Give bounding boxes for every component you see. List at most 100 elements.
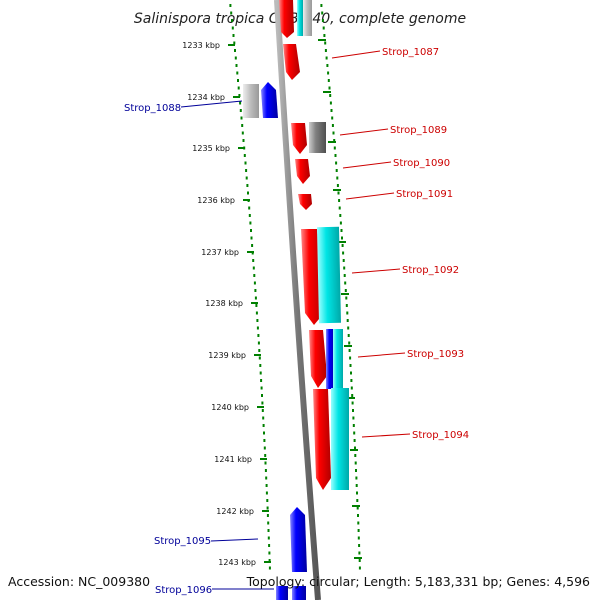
ruler-label-1233: 1233 kbp (182, 41, 220, 50)
ruler-dot (357, 529, 360, 532)
ruler-dot (354, 461, 357, 465)
ruler-dot (337, 191, 340, 195)
ruler-dot (249, 221, 252, 225)
ruler-dot (229, 4, 232, 7)
ruler-dot (345, 304, 348, 307)
ruler-dot (348, 349, 351, 352)
ruler-dot (356, 506, 359, 510)
ruler-dot (346, 311, 349, 315)
ruler-dot (257, 334, 260, 337)
ruler-dot (244, 161, 247, 165)
ruler-dot (350, 386, 353, 390)
ruler-label-1235: 1235 kbp (192, 144, 230, 153)
gene-strop-1096-part[interactable] (292, 586, 306, 600)
gene-feature-top-cyan[interactable] (297, 0, 303, 36)
ruler-label-1242: 1242 kbp (216, 507, 254, 516)
gene-label-strop-1095[interactable]: Strop_1095 (154, 536, 211, 547)
ruler-dot (342, 251, 345, 255)
gene-feature-top-gray[interactable] (303, 0, 312, 36)
ruler-dot (345, 296, 348, 300)
gene-strop-1088-gray[interactable] (243, 84, 259, 118)
gene-strop-1088[interactable] (261, 82, 278, 118)
ruler-dot (267, 529, 270, 532)
gene-strop-1095[interactable] (290, 507, 307, 572)
gene-strop-1093[interactable] (309, 330, 327, 388)
ruler-dot (253, 274, 256, 277)
inner-ruler-ring (229, 4, 271, 570)
ruler-dot (233, 41, 236, 45)
ruler-dot (327, 79, 330, 82)
ruler-dot (252, 259, 255, 262)
gene-label-strop-1091[interactable]: Strop_1091 (396, 189, 453, 200)
gene-label-strop-1096[interactable]: Strop_1096 (155, 585, 212, 596)
ruler-dot (358, 559, 361, 562)
ruler-dot (245, 169, 248, 172)
ruler-dot (338, 199, 341, 202)
ruler-dot (358, 544, 361, 547)
gene-strop-1090[interactable] (295, 159, 310, 184)
ruler-dot (237, 79, 239, 82)
ruler-dot (264, 469, 267, 472)
ruler-dot (351, 401, 354, 405)
gene-strop-1094[interactable] (313, 389, 331, 490)
ruler-dot (261, 394, 263, 397)
ruler-dot (266, 514, 269, 517)
gene-strop-1094-cyan[interactable] (331, 388, 349, 490)
ruler-dot (248, 206, 251, 210)
ruler-dot (358, 566, 361, 570)
ruler-dot (342, 259, 345, 262)
gene-strop-1093-cyan[interactable] (333, 329, 343, 389)
ruler-dot (326, 64, 329, 67)
ruler-dot (328, 86, 331, 90)
ruler-dot (237, 86, 240, 90)
ruler-dot (334, 154, 337, 157)
outer-ring-ticks (318, 39, 362, 559)
ruler-dot (267, 536, 270, 540)
ruler-dot (251, 244, 254, 247)
ruler-dot (250, 229, 252, 232)
ruler-label-1238: 1238 kbp (205, 299, 243, 308)
gene-strop-1092-cyan[interactable] (316, 226, 342, 324)
gene-label-strop-1093[interactable]: Strop_1093 (407, 349, 464, 360)
gene-label-strop-1088[interactable]: Strop_1088 (124, 103, 181, 114)
ruler-dot (259, 371, 262, 375)
gene-strop-1093-blue[interactable] (326, 329, 335, 389)
ruler-dot (262, 416, 265, 420)
ruler-dot (241, 124, 244, 127)
ruler-dot (241, 131, 244, 135)
gene-label-strop-1094[interactable]: Strop_1094 (412, 430, 469, 441)
gene-feature-top-red[interactable] (279, 0, 294, 38)
ruler-dot (356, 491, 358, 495)
ruler-dot (321, 19, 324, 22)
gene-strop-1096[interactable] (276, 586, 288, 600)
gene-labels: Strop_1087 Strop_1088 Strop_1089 Strop_1… (124, 47, 469, 596)
ruler-dot (321, 11, 324, 15)
ruler-dot (344, 289, 347, 292)
ruler-dot (263, 431, 265, 435)
ruler-dot (260, 379, 263, 382)
ruler-dot (257, 341, 260, 345)
ruler-dot (239, 109, 242, 112)
ruler-dot (351, 394, 354, 397)
ruler-dot (333, 146, 336, 150)
gene-label-strop-1092[interactable]: Strop_1092 (402, 265, 459, 276)
ruler-dot (253, 281, 256, 285)
ruler-dot (338, 206, 341, 210)
gene-strop-1089[interactable] (291, 123, 307, 154)
gene-strop-1087[interactable] (283, 44, 300, 80)
gene-strop-1091[interactable] (298, 194, 312, 210)
leader-line (357, 352, 406, 358)
ruler-dot (266, 506, 269, 510)
leader-line (180, 100, 243, 108)
ruler-dot (246, 184, 249, 187)
gene-label-strop-1090[interactable]: Strop_1090 (393, 158, 450, 169)
gene-strop-1089-gray[interactable] (309, 122, 326, 153)
ruler-dot (341, 236, 343, 240)
ruler-dot (333, 139, 336, 142)
ruler-dot (352, 416, 355, 420)
ruler-dot (355, 469, 357, 472)
gene-label-strop-1089[interactable]: Strop_1089 (390, 125, 447, 136)
gene-label-strop-1087[interactable]: Strop_1087 (382, 47, 439, 58)
ruler-dot (258, 356, 261, 360)
ruler-dot (357, 536, 360, 540)
